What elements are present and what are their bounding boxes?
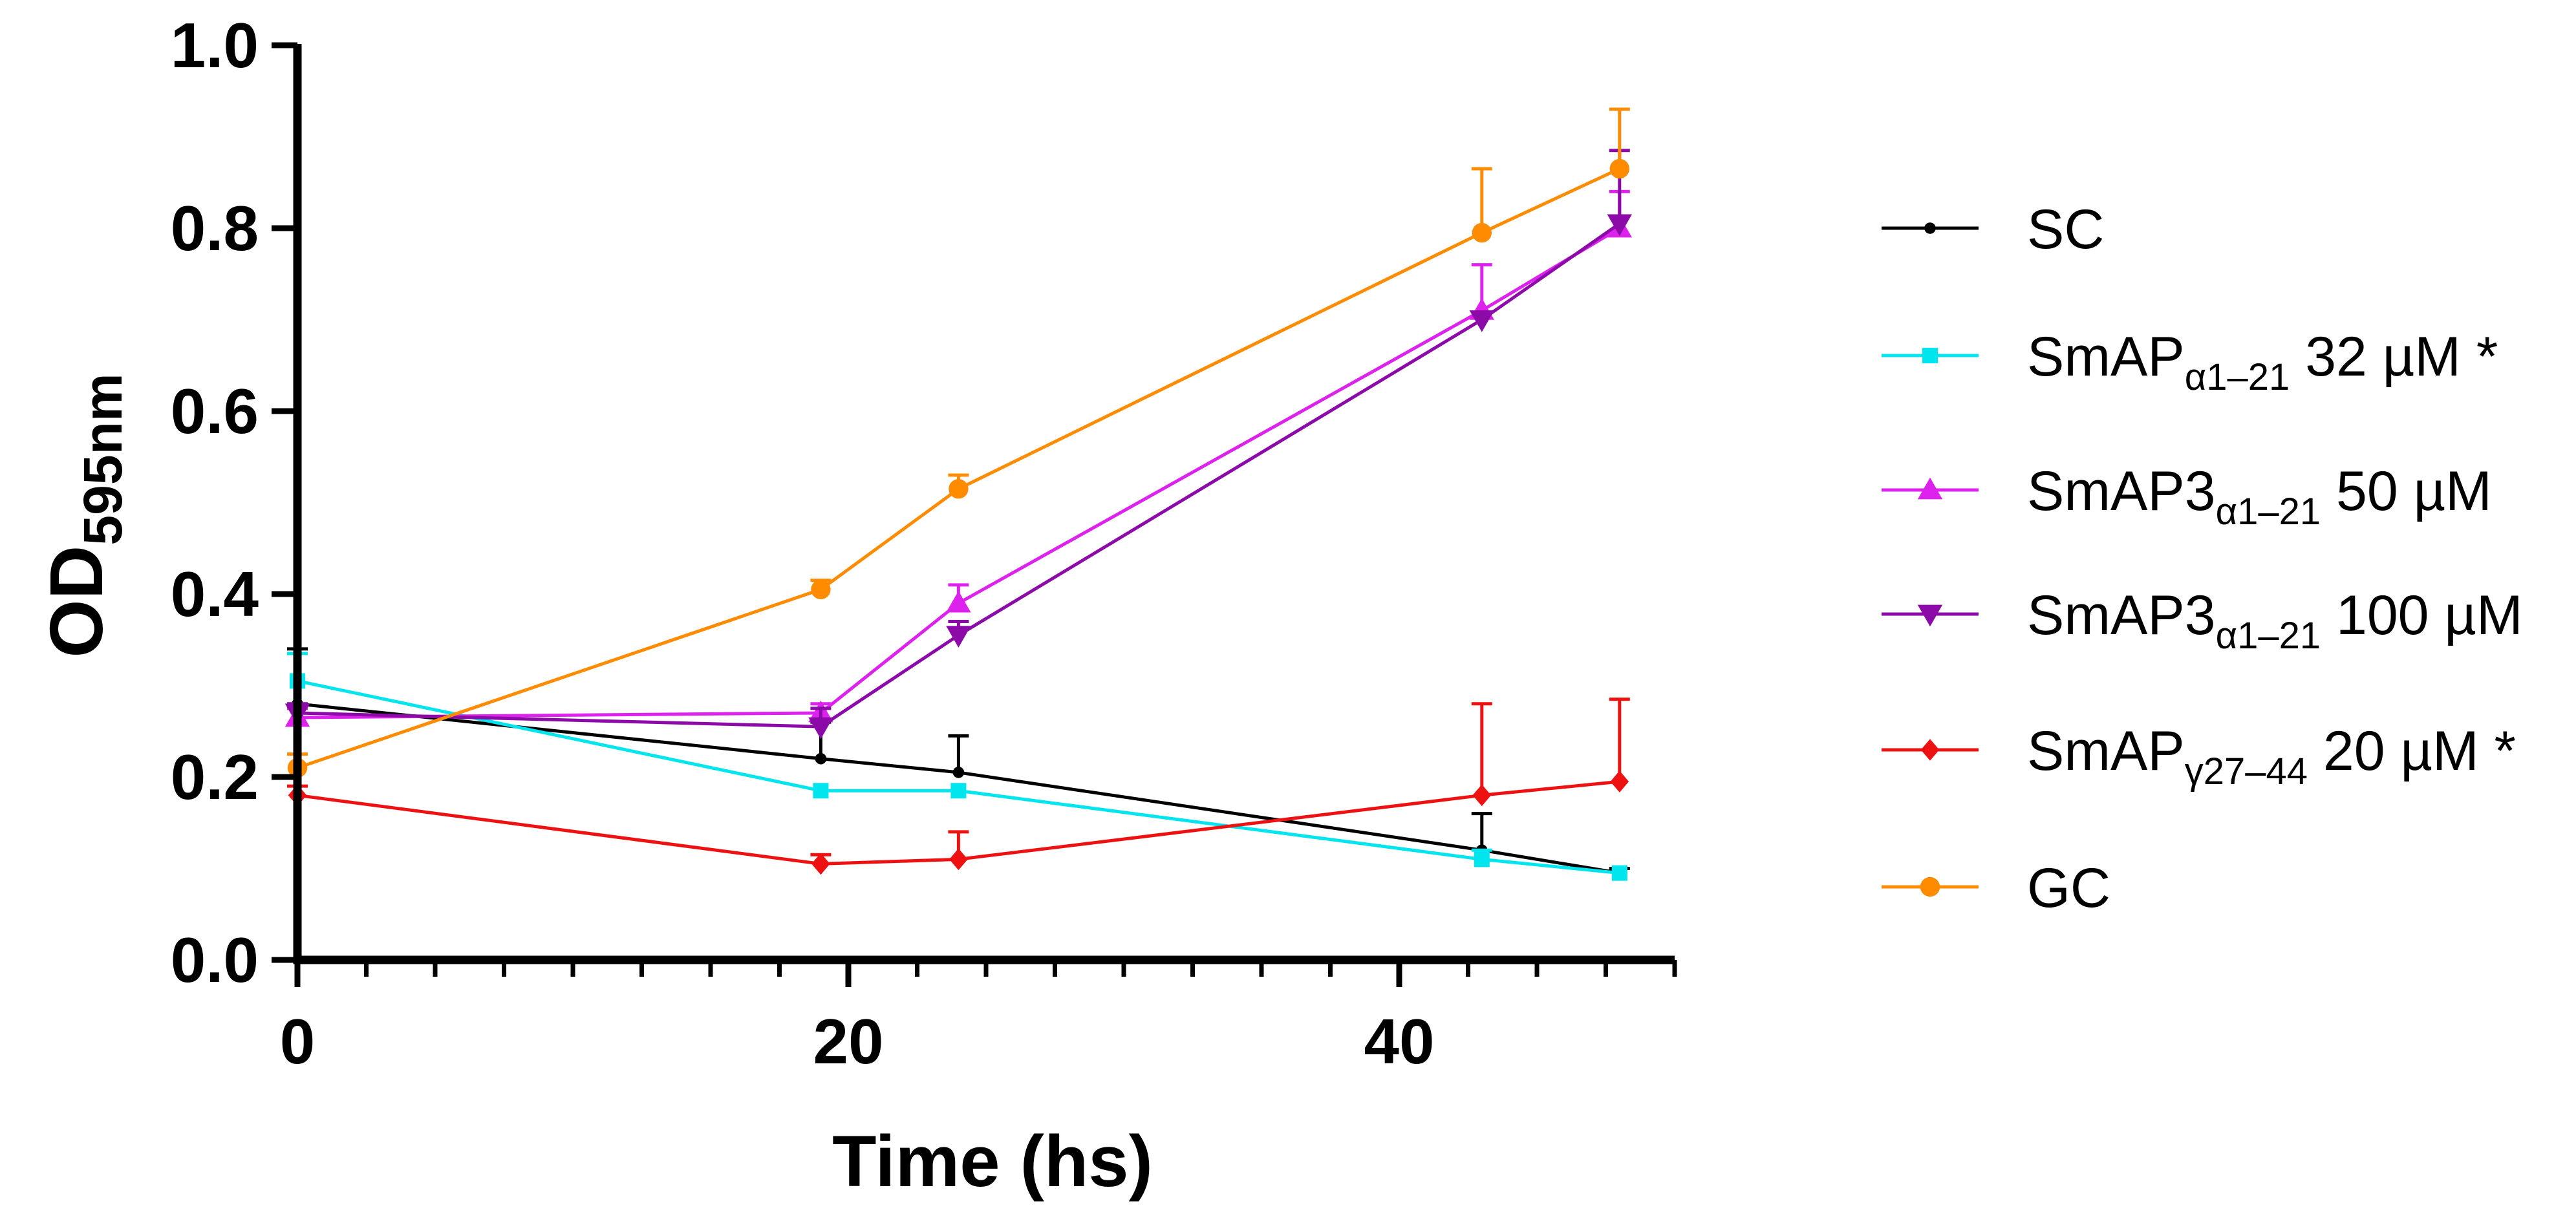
legend-label-sub: α1–21: [2216, 615, 2321, 657]
legend-label: SmAP3α1–21 100 µM: [2027, 584, 2523, 657]
y-tick-label: 1.0: [171, 10, 259, 81]
x-tick-label: 0: [280, 1006, 316, 1077]
series-line: [297, 167, 1620, 770]
legend-swatch-marker: [1920, 739, 1940, 761]
y-axis-title-sub: 595nm: [72, 373, 133, 545]
legend-label-sub: α1–21: [2185, 356, 2290, 398]
y-axis-title-main: OD: [34, 546, 118, 658]
legend-label-suffix: 20 µM *: [2308, 720, 2516, 782]
legend-label-suffix: 32 µM *: [2290, 326, 2498, 388]
legend-label-base: GC: [2027, 857, 2110, 919]
x-tick-label: 40: [1364, 1006, 1434, 1077]
legend-label-base: SC: [2027, 198, 2104, 261]
legend-item-4: SmAPγ27–44 20 µM *: [1882, 720, 2516, 792]
legend-swatch-marker: [1917, 477, 1943, 500]
legend-label-sub: γ27–44: [2185, 750, 2308, 792]
y-tick-label: 0.4: [171, 558, 259, 630]
data-point: [1607, 214, 1632, 237]
legend-label: SmAPγ27–44 20 µM *: [2027, 720, 2516, 792]
data-point: [1609, 158, 1629, 179]
legend-label: GC: [2027, 857, 2110, 919]
y-tick-label: 0.0: [171, 924, 259, 995]
y-tick-label: 0.8: [171, 193, 259, 264]
data-point: [811, 579, 831, 600]
data-point: [949, 848, 968, 871]
data-point: [952, 767, 965, 778]
plot-area: [284, 107, 1632, 881]
data-point: [1472, 784, 1492, 807]
x-axis-title: Time (hs): [832, 1121, 1153, 1202]
legend-label-base: SmAP: [2027, 720, 2185, 782]
legend-label-base: SmAP3: [2027, 460, 2216, 522]
legend-swatch-marker: [1922, 348, 1938, 363]
data-point: [808, 717, 833, 739]
legend-item-0: SC: [1882, 198, 2104, 261]
y-tick-label: 0.6: [171, 376, 259, 447]
data-point: [811, 853, 830, 875]
series-3: [284, 149, 1632, 739]
legend-label-suffix: 100 µM: [2321, 584, 2522, 646]
axes: 0.0 0.2 0.4 0.6 0.8 1.0 0 20 40 Time (hs) OD595nm: [34, 10, 1677, 1202]
data-point: [1469, 310, 1494, 332]
legend-label-suffix: 50 µM: [2321, 460, 2492, 522]
series-5: [287, 107, 1630, 778]
data-point: [815, 752, 827, 765]
x-tick-label: 20: [813, 1006, 883, 1077]
data-point: [949, 479, 969, 499]
data-point: [950, 783, 967, 799]
data-point: [1610, 771, 1629, 792]
legend-swatch-marker: [1920, 877, 1940, 897]
data-point: [1472, 222, 1492, 243]
legend-item-5: GC: [1882, 857, 2110, 919]
y-tick-label: 0.2: [171, 741, 259, 813]
series-4: [287, 697, 1630, 875]
series-1: [287, 652, 1627, 881]
data-point: [813, 783, 829, 799]
data-point: [946, 626, 971, 648]
data-point: [1611, 865, 1627, 881]
data-point: [1474, 851, 1490, 867]
legend-label-base: SmAP: [2027, 326, 2185, 388]
legend-item-3: SmAP3α1–21 100 µM: [1882, 584, 2523, 657]
data-point: [946, 590, 971, 613]
y-axis-title: OD595nm: [34, 373, 133, 657]
legend-label: SmAP3α1–21 50 µM: [2027, 460, 2492, 533]
legend-item-2: SmAP3α1–21 50 µM: [1882, 460, 2492, 533]
legend-label-base: SmAP3: [2027, 584, 2216, 646]
legend-label: SC: [2027, 198, 2104, 261]
legend-swatch-marker: [1924, 222, 1936, 234]
legend-item-1: SmAPα1–21 32 µM *: [1882, 326, 2498, 398]
legend-label-sub: α1–21: [2216, 491, 2321, 533]
legend-swatch-marker: [1917, 604, 1943, 627]
legend-label: SmAPα1–21 32 µM *: [2027, 326, 2498, 398]
